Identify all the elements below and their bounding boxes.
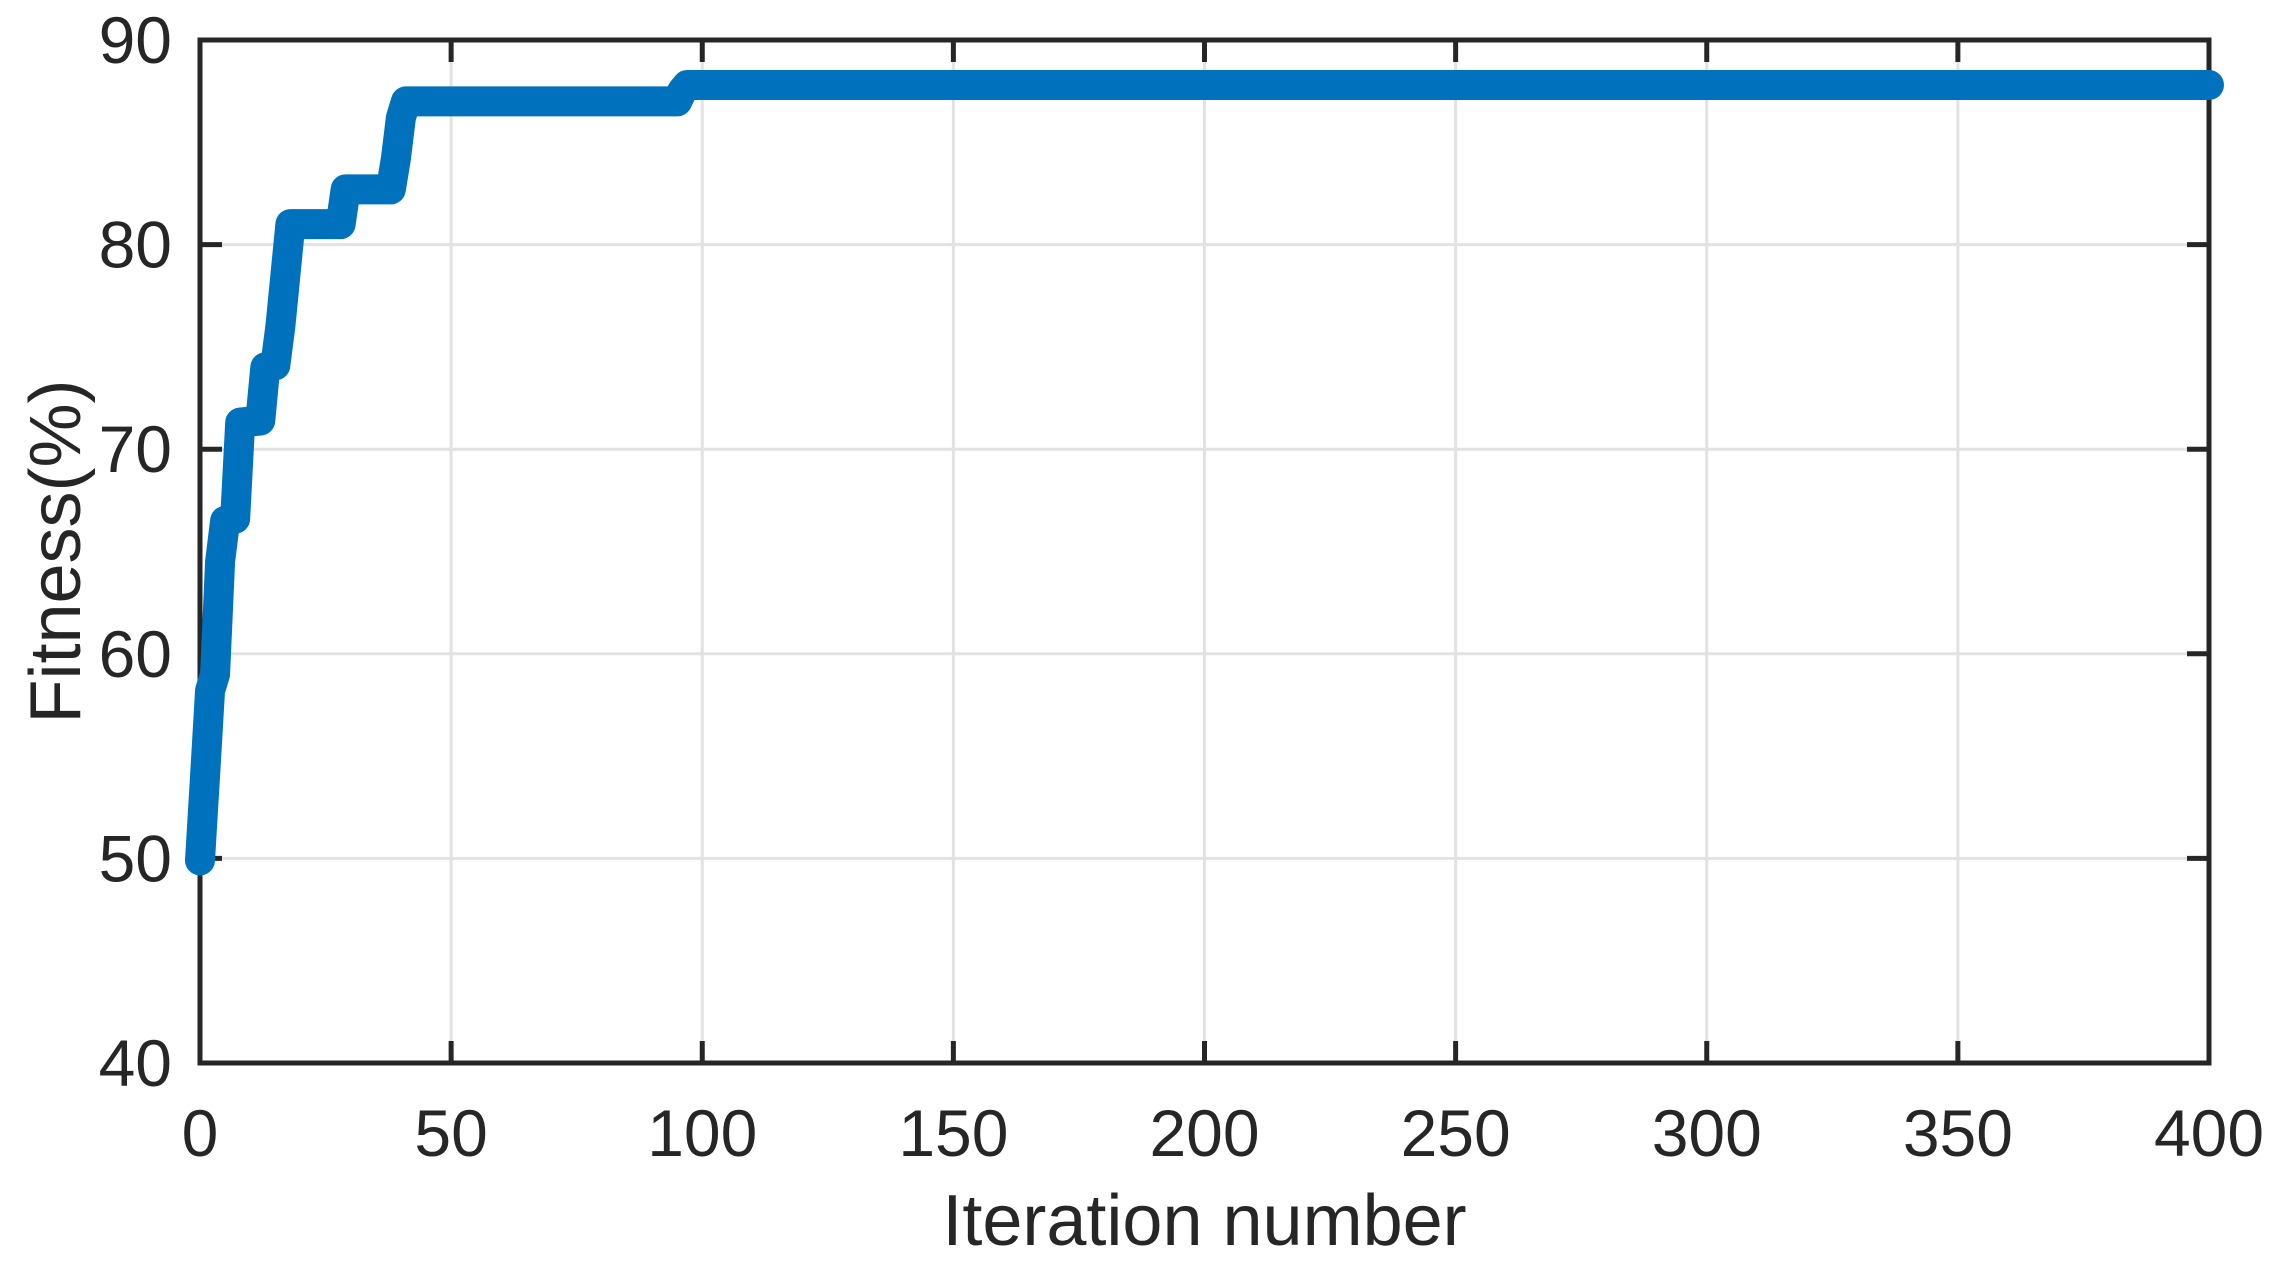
y-tick-labels: 40 50 60 70 80 90 <box>99 3 172 1100</box>
x-axis-label: Iteration number <box>942 1181 1466 1261</box>
x-tick-label: 0 <box>182 1096 219 1170</box>
grid-lines <box>200 40 2209 1063</box>
y-tick-label: 50 <box>99 821 172 895</box>
y-tick-label: 60 <box>99 617 172 691</box>
x-tick-labels: 0 50 100 150 200 250 300 350 400 <box>182 1096 2264 1170</box>
x-tick-label: 250 <box>1401 1096 1511 1170</box>
x-tick-label: 50 <box>414 1096 487 1170</box>
y-tick-label: 40 <box>99 1026 172 1100</box>
x-tick-label: 400 <box>2154 1096 2264 1170</box>
fitness-curve <box>185 70 2224 876</box>
x-tick-label: 300 <box>1652 1096 1762 1170</box>
y-axis-label: Fitness(%) <box>16 379 96 723</box>
y-tick-label: 70 <box>99 412 172 486</box>
x-tick-label: 100 <box>647 1096 757 1170</box>
x-tick-label: 350 <box>1903 1096 2013 1170</box>
tick-marks <box>197 37 2212 1066</box>
y-tick-label: 90 <box>99 3 172 77</box>
x-tick-label: 150 <box>898 1096 1008 1170</box>
y-tick-label: 80 <box>99 208 172 282</box>
x-tick-label: 200 <box>1149 1096 1259 1170</box>
best-fitness-curve <box>185 70 2224 876</box>
